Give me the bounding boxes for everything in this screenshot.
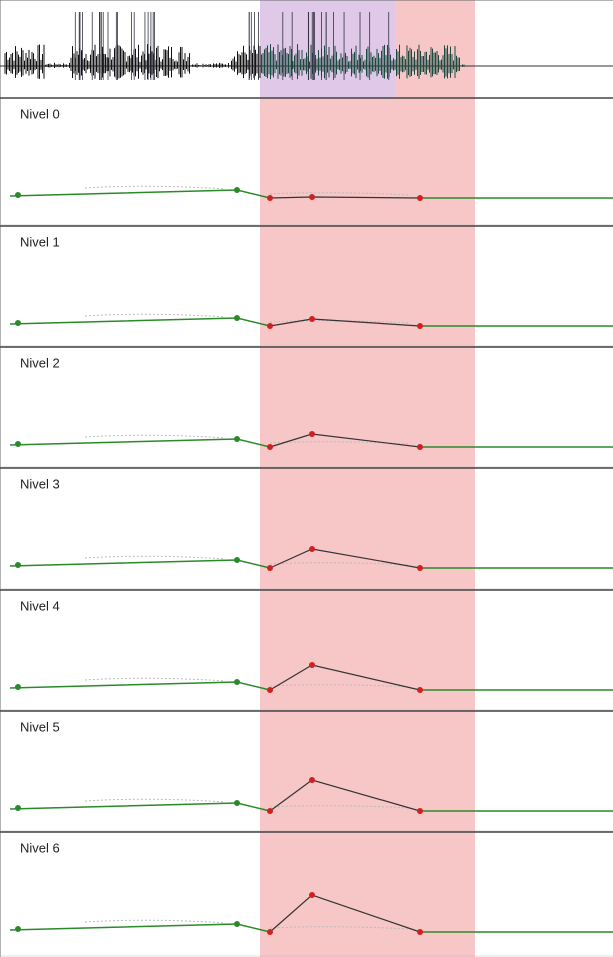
pitch-point (15, 805, 21, 811)
pitch-point (309, 431, 315, 437)
pitch-point (309, 546, 315, 552)
waveform-highlight (260, 0, 395, 98)
pitch-point (267, 808, 273, 814)
pitch-point (15, 684, 21, 690)
panel-label: Nivel 1 (20, 234, 60, 249)
pitch-point (417, 808, 423, 814)
panel-label: Nivel 4 (20, 598, 60, 613)
pitch-point (417, 323, 423, 329)
pitch-point (309, 777, 315, 783)
pitch-point (309, 892, 315, 898)
selection (260, 0, 475, 957)
panel-label: Nivel 6 (20, 840, 60, 855)
pitch-point (234, 921, 240, 927)
pitch-point (417, 444, 423, 450)
panel-label: Nivel 2 (20, 355, 60, 370)
pitch-point (15, 926, 21, 932)
pitch-point (267, 323, 273, 329)
pitch-point (267, 687, 273, 693)
pitch-point (417, 687, 423, 693)
pitch-point (417, 195, 423, 201)
panel-label: Nivel 0 (20, 106, 60, 121)
pitch-point (309, 194, 315, 200)
pitch-trace (84, 919, 411, 930)
pitch-point (417, 565, 423, 571)
pitch-trace (84, 555, 411, 566)
pitch-point (417, 929, 423, 935)
pitch-point (234, 679, 240, 685)
pitch-point (15, 441, 21, 447)
pitch-trace (84, 798, 411, 809)
pitch-point (309, 316, 315, 322)
pitch-point (234, 436, 240, 442)
pitch-point (267, 929, 273, 935)
pitch-point (267, 444, 273, 450)
pitch-trace (84, 677, 411, 688)
pitch-point (234, 315, 240, 321)
pitch-point (234, 800, 240, 806)
pitch-point (15, 562, 21, 568)
pitch-point (267, 565, 273, 571)
pitch-point (234, 187, 240, 193)
panel-label: Nivel 3 (20, 476, 60, 491)
panel-label: Nivel 5 (20, 719, 60, 734)
pitch-point (234, 557, 240, 563)
pitch-point (267, 195, 273, 201)
pitch-point (15, 192, 21, 198)
pitch-point (15, 320, 21, 326)
pitch-trace (84, 185, 411, 196)
pitch-point (309, 662, 315, 668)
